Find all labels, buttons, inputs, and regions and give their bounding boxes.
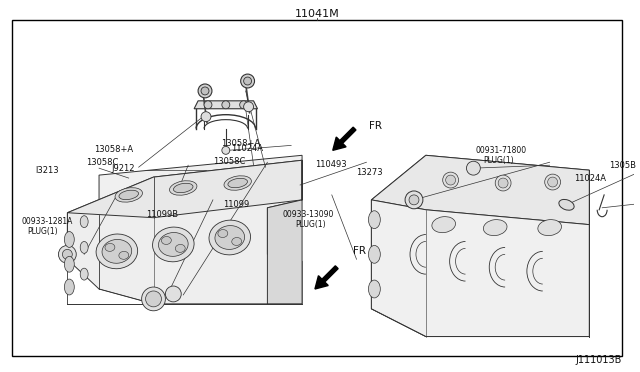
Ellipse shape: [175, 244, 185, 252]
Circle shape: [222, 147, 230, 154]
Text: PLUG(1): PLUG(1): [483, 156, 514, 165]
Text: PLUG(1): PLUG(1): [28, 227, 58, 236]
Circle shape: [222, 101, 230, 109]
Ellipse shape: [80, 268, 88, 280]
Text: 13058C: 13058C: [86, 158, 118, 167]
Text: 13058+A: 13058+A: [94, 145, 133, 154]
Ellipse shape: [173, 183, 193, 193]
Polygon shape: [67, 160, 302, 218]
Text: 110493: 110493: [315, 160, 347, 169]
Circle shape: [241, 74, 255, 88]
Circle shape: [141, 287, 165, 311]
Ellipse shape: [115, 188, 143, 202]
Ellipse shape: [161, 237, 172, 244]
Text: 00933-1281A: 00933-1281A: [22, 217, 73, 226]
Circle shape: [62, 249, 72, 259]
Circle shape: [198, 84, 212, 98]
Ellipse shape: [170, 181, 197, 195]
Polygon shape: [371, 155, 589, 225]
Text: 13058+A: 13058+A: [221, 139, 260, 148]
Circle shape: [409, 195, 419, 205]
Ellipse shape: [65, 279, 74, 295]
Circle shape: [201, 112, 211, 122]
Text: J111013B: J111013B: [575, 355, 622, 365]
Text: 13273: 13273: [356, 168, 383, 177]
Ellipse shape: [65, 256, 74, 272]
FancyArrow shape: [315, 266, 338, 289]
Text: 11024A: 11024A: [231, 144, 263, 153]
Circle shape: [548, 177, 557, 187]
Text: 11024A: 11024A: [575, 174, 607, 183]
Circle shape: [445, 175, 456, 185]
Text: 13058C: 13058C: [213, 157, 245, 166]
Circle shape: [145, 291, 161, 307]
Circle shape: [467, 161, 481, 175]
Ellipse shape: [80, 241, 88, 253]
Ellipse shape: [215, 225, 244, 249]
Text: FR: FR: [353, 246, 366, 256]
Ellipse shape: [102, 240, 132, 263]
Ellipse shape: [224, 176, 252, 190]
Ellipse shape: [119, 251, 129, 259]
Circle shape: [58, 246, 76, 263]
Polygon shape: [99, 155, 302, 215]
Text: l3213: l3213: [36, 166, 60, 174]
Circle shape: [495, 175, 511, 191]
Ellipse shape: [538, 219, 561, 235]
Ellipse shape: [483, 219, 507, 235]
Ellipse shape: [152, 227, 194, 262]
Circle shape: [405, 191, 423, 209]
Polygon shape: [371, 200, 589, 337]
Circle shape: [545, 174, 561, 190]
Text: 11099B: 11099B: [147, 210, 179, 219]
Ellipse shape: [559, 199, 574, 210]
Polygon shape: [194, 101, 257, 109]
Circle shape: [165, 286, 181, 302]
Ellipse shape: [369, 246, 380, 263]
Circle shape: [239, 101, 248, 109]
Circle shape: [244, 102, 253, 112]
Ellipse shape: [105, 243, 115, 251]
Ellipse shape: [218, 230, 228, 237]
Polygon shape: [67, 160, 302, 304]
Ellipse shape: [369, 280, 380, 298]
Ellipse shape: [96, 234, 138, 269]
Text: J9212: J9212: [111, 164, 134, 173]
Text: 00933-13090: 00933-13090: [282, 210, 333, 219]
Circle shape: [204, 101, 212, 109]
Circle shape: [244, 77, 252, 85]
Text: FR: FR: [369, 121, 383, 131]
Ellipse shape: [228, 178, 248, 188]
Circle shape: [443, 172, 458, 188]
Ellipse shape: [159, 232, 188, 256]
Ellipse shape: [232, 237, 242, 246]
Polygon shape: [268, 160, 302, 304]
Ellipse shape: [209, 220, 250, 255]
Text: 11099: 11099: [223, 200, 249, 209]
Ellipse shape: [432, 217, 456, 232]
Ellipse shape: [119, 190, 138, 200]
FancyArrow shape: [333, 127, 356, 150]
Text: 00931-71800: 00931-71800: [476, 146, 527, 155]
Text: 11041M: 11041M: [294, 9, 339, 19]
Text: 1305B: 1305B: [609, 161, 636, 170]
Polygon shape: [371, 155, 589, 337]
Ellipse shape: [369, 211, 380, 228]
Circle shape: [201, 87, 209, 95]
Ellipse shape: [65, 231, 74, 247]
Circle shape: [498, 178, 508, 188]
Text: PLUG(1): PLUG(1): [295, 220, 326, 229]
Ellipse shape: [80, 216, 88, 228]
